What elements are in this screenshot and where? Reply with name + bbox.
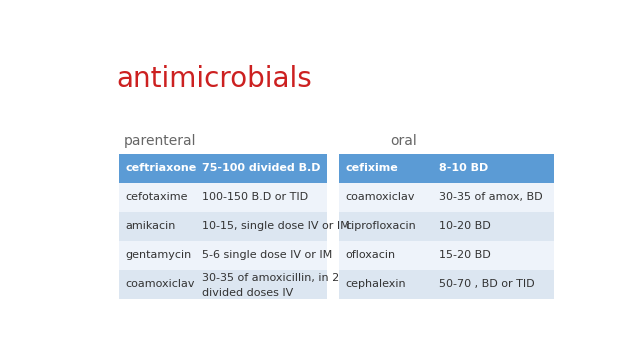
- Text: oral: oral: [390, 134, 417, 148]
- Bar: [339, 212, 433, 241]
- Text: parenteral: parenteral: [124, 134, 197, 148]
- Text: ceftriaxone: ceftriaxone: [125, 163, 197, 173]
- Text: cefixime: cefixime: [345, 163, 398, 173]
- Bar: [119, 241, 196, 270]
- Bar: [196, 270, 327, 299]
- Text: 5-6 single dose IV or IM: 5-6 single dose IV or IM: [202, 250, 332, 260]
- Bar: [119, 270, 196, 299]
- Text: 50-70 , BD or TID: 50-70 , BD or TID: [439, 279, 535, 289]
- Text: 10-20 BD: 10-20 BD: [439, 221, 491, 231]
- Bar: [339, 270, 433, 299]
- Text: 75-100 divided B.D: 75-100 divided B.D: [202, 163, 320, 173]
- Text: 15-20 BD: 15-20 BD: [439, 250, 491, 260]
- Bar: [119, 212, 196, 241]
- Text: cephalexin: cephalexin: [345, 279, 406, 289]
- Text: amikacin: amikacin: [125, 221, 175, 231]
- Text: cefotaxime: cefotaxime: [125, 192, 188, 202]
- Bar: [196, 241, 327, 270]
- Text: coamoxiclav: coamoxiclav: [345, 192, 415, 202]
- Bar: [339, 154, 433, 183]
- Text: ciprofloxacin: ciprofloxacin: [345, 221, 416, 231]
- Bar: [196, 212, 327, 241]
- Text: gentamycin: gentamycin: [125, 250, 191, 260]
- Bar: [433, 212, 554, 241]
- Bar: [433, 154, 554, 183]
- Text: antimicrobials: antimicrobials: [117, 65, 313, 93]
- Text: 100-150 B.D or TID: 100-150 B.D or TID: [202, 192, 308, 202]
- Bar: [119, 154, 196, 183]
- Bar: [119, 183, 196, 212]
- Bar: [196, 183, 327, 212]
- Text: ofloxacin: ofloxacin: [345, 250, 396, 260]
- Text: 10-15, single dose IV or IM: 10-15, single dose IV or IM: [202, 221, 350, 231]
- Bar: [196, 154, 327, 183]
- Bar: [339, 241, 433, 270]
- Bar: [433, 183, 554, 212]
- Text: coamoxiclav: coamoxiclav: [125, 279, 195, 289]
- Bar: [339, 183, 433, 212]
- Text: 8-10 BD: 8-10 BD: [439, 163, 489, 173]
- Text: 30-35 of amox, BD: 30-35 of amox, BD: [439, 192, 543, 202]
- Bar: [433, 241, 554, 270]
- Bar: [433, 270, 554, 299]
- Text: 30-35 of amoxicillin, in 2: 30-35 of amoxicillin, in 2: [202, 273, 339, 283]
- Text: divided doses IV: divided doses IV: [202, 288, 293, 298]
